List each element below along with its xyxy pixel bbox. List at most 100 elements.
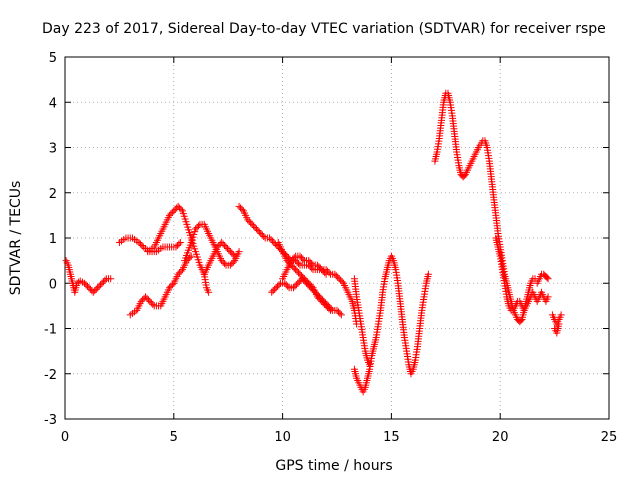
data-point <box>205 288 213 296</box>
data-point <box>135 239 143 247</box>
data-point <box>268 237 276 245</box>
data-point <box>83 282 91 290</box>
data-point <box>176 204 184 212</box>
data-point <box>225 246 233 254</box>
data-point <box>98 279 106 287</box>
data-point <box>322 270 330 278</box>
data-point <box>296 252 304 260</box>
x-tick-label: 5 <box>170 430 178 445</box>
data-point <box>174 270 182 278</box>
data-point <box>313 261 321 269</box>
data-point <box>295 260 303 268</box>
data-point <box>91 287 99 295</box>
y-tick-label: -1 <box>44 323 57 338</box>
data-point <box>290 254 298 262</box>
data-point <box>137 297 145 305</box>
data-point <box>271 240 279 248</box>
data-point <box>293 258 301 266</box>
data-point <box>238 205 246 213</box>
data-point <box>289 284 297 292</box>
data-point <box>231 252 239 260</box>
data-point <box>248 220 256 228</box>
data-point <box>247 219 255 227</box>
data-points <box>62 89 565 396</box>
data-point <box>142 293 150 301</box>
data-point <box>213 243 221 251</box>
data-point <box>268 288 276 296</box>
data-point <box>299 273 307 281</box>
x-axis-label: GPS time / hours <box>275 458 392 474</box>
grid <box>65 57 609 419</box>
x-tick-label: 0 <box>61 430 69 445</box>
data-point <box>334 308 342 316</box>
y-tick-label: 2 <box>49 187 57 202</box>
data-point <box>257 229 265 237</box>
data-point <box>302 276 310 284</box>
data-point <box>237 204 245 212</box>
data-point <box>174 202 182 210</box>
data-point <box>235 248 243 256</box>
data-point <box>305 257 313 265</box>
data-point <box>322 302 330 310</box>
data-point <box>325 305 333 313</box>
data-point <box>176 239 184 247</box>
x-tick-label: 25 <box>601 430 618 445</box>
data-point <box>336 309 344 317</box>
x-tick-label: 15 <box>383 430 400 445</box>
data-point <box>175 240 183 248</box>
data-point <box>138 242 146 250</box>
data-point <box>254 226 262 234</box>
data-point <box>266 234 274 242</box>
data-point <box>318 297 326 305</box>
data-point <box>146 297 154 305</box>
data-point <box>338 278 346 286</box>
y-tick-label: 0 <box>49 277 57 292</box>
data-point <box>306 258 314 266</box>
data-point <box>219 258 227 266</box>
data-point <box>235 202 243 210</box>
data-point <box>297 254 305 262</box>
data-point <box>165 211 173 219</box>
data-point <box>282 281 290 289</box>
data-point <box>271 285 279 293</box>
data-point <box>295 269 303 277</box>
data-point <box>366 361 374 369</box>
data-point <box>319 267 327 275</box>
x-tick-label: 20 <box>492 430 509 445</box>
data-point <box>255 228 263 236</box>
data-point <box>82 281 90 289</box>
data-point <box>299 255 307 263</box>
data-point <box>147 299 155 307</box>
data-point <box>284 282 292 290</box>
data-point <box>226 261 234 269</box>
data-point <box>308 260 316 268</box>
y-tick-label: 5 <box>49 51 57 66</box>
data-point <box>274 282 282 290</box>
chart-title: Day 223 of 2017, Sidereal Day-to-day VTE… <box>42 21 606 37</box>
data-point <box>219 240 227 248</box>
axis-ticks: 0 5 10 15 20 25 -3 -2 -1 0 1 2 3 4 5 <box>44 51 617 445</box>
data-point <box>221 260 229 268</box>
data-point <box>289 263 297 271</box>
data-point <box>228 249 236 257</box>
data-point <box>308 285 316 293</box>
data-point <box>316 296 324 304</box>
x-tick-label: 10 <box>274 430 291 445</box>
data-point <box>177 267 185 275</box>
data-point <box>319 299 327 307</box>
data-point <box>292 266 300 274</box>
data-point <box>81 279 89 287</box>
data-point <box>244 216 252 224</box>
data-point <box>333 306 341 314</box>
data-point <box>332 272 340 280</box>
data-point <box>222 243 230 251</box>
data-point <box>318 266 326 274</box>
data-point <box>337 311 345 319</box>
data-point <box>331 270 339 278</box>
data-point <box>281 279 289 287</box>
data-point <box>168 281 176 289</box>
data-point <box>314 291 322 299</box>
data-point <box>245 217 253 225</box>
data-point <box>149 300 157 308</box>
